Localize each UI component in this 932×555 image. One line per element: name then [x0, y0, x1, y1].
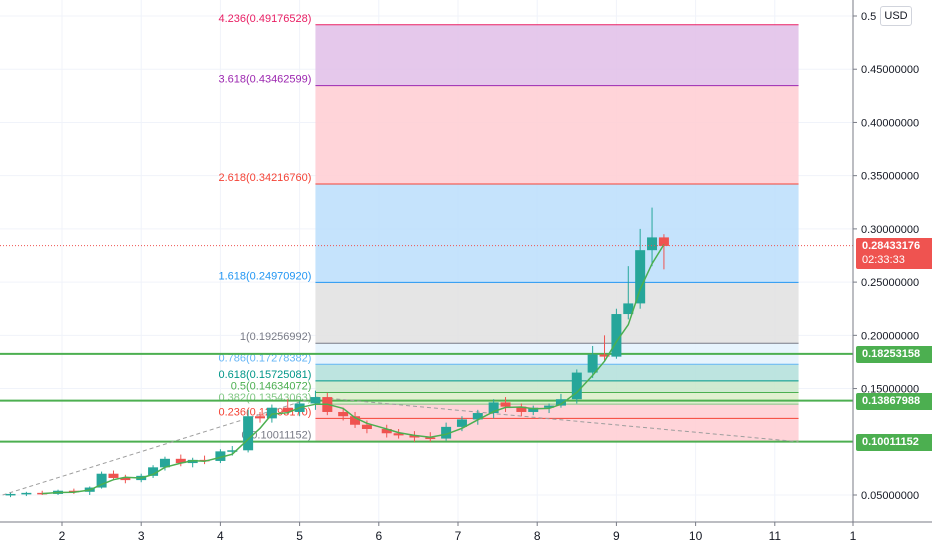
fib-level-label: 1.618(0.24970920) [218, 270, 311, 282]
candle-body [96, 473, 107, 488]
candle-body [516, 406, 527, 412]
fib-level-label: 0.618(0.15725081) [218, 369, 311, 381]
last-price-tag: 0.28433176 02:33:33 [856, 237, 932, 269]
candle-body [571, 372, 582, 400]
candle-body [227, 450, 238, 452]
fibonacci-retracement[interactable]: 4.236(0.49176528) 3.618(0.43462599) 2.618(… [218, 13, 799, 443]
fib-level-label: 0.786(0.17278382) [218, 352, 311, 364]
candle-body [361, 424, 372, 430]
candle-body [409, 435, 420, 438]
y-tick-label: 0.30000000 [861, 224, 919, 236]
fib-zone [315, 282, 799, 344]
fib-zone [315, 85, 799, 185]
candle-body [500, 402, 511, 407]
y-tick-label: 0.5 [861, 11, 876, 23]
candle-body [544, 405, 555, 408]
support-lines[interactable] [0, 352, 853, 443]
candle-body [5, 493, 16, 496]
fib-zone [315, 364, 799, 381]
x-tick-label: 5 [296, 529, 303, 543]
candle-body [528, 407, 539, 412]
candle-body [647, 237, 658, 251]
candle-body [148, 467, 159, 476]
candle-body [108, 473, 119, 478]
candle-body [623, 303, 634, 315]
trend-line-rise[interactable] [2, 396, 316, 496]
fib-level-label: 3.618(0.43462599) [218, 74, 311, 86]
candle-body [425, 437, 436, 440]
candle-body [635, 250, 646, 304]
y-tick-label: 0.45000000 [861, 64, 919, 76]
y-tick-label: 0.15000000 [861, 384, 919, 396]
x-tick-label: 2 [59, 529, 66, 543]
x-tick-label: 10 [689, 529, 703, 543]
candle-body [350, 416, 361, 425]
candle-body [159, 458, 170, 468]
y-tick-label: 0.20000000 [861, 330, 919, 342]
support-price-tag: 0.10011152 [856, 433, 932, 451]
last-price-value: 0.28433176 [862, 239, 921, 252]
candle-body [456, 419, 467, 427]
trend-line-decline[interactable] [315, 396, 799, 443]
x-tick-label: 1 [850, 529, 857, 543]
candle-body [611, 314, 622, 357]
candle-body [587, 354, 598, 373]
x-tick-label: 7 [455, 529, 462, 543]
y-tick-label: 0.40000000 [861, 117, 919, 129]
candle-body [215, 451, 226, 461]
x-tick-label: 11 [769, 529, 782, 543]
fib-zone [315, 380, 799, 393]
candle-body [338, 411, 349, 417]
fib-zone [315, 184, 799, 283]
candle-body [441, 426, 452, 439]
fib-zone [315, 392, 799, 405]
x-tick-label: 3 [138, 529, 145, 543]
candle-body [175, 458, 186, 464]
moving-average [42, 244, 665, 495]
candle-body [599, 354, 610, 357]
fib-level-label: 0.5(0.14634072) [231, 380, 312, 392]
candle-body [658, 237, 669, 246]
candle-body [472, 413, 483, 420]
candle-body [555, 399, 566, 406]
fib-zone [315, 24, 799, 86]
support-price-tag: 0.18253158 [856, 345, 932, 363]
x-tick-label: 8 [534, 529, 541, 543]
currency-badge[interactable]: USD [880, 6, 912, 26]
candle-body [120, 477, 131, 481]
candle-body [310, 397, 321, 404]
y-tick-label: 0.35000000 [861, 171, 919, 183]
x-tick-label: 9 [613, 529, 620, 543]
candle-body [282, 407, 293, 412]
fib-level-label: 1(0.19256992) [240, 331, 312, 343]
support-price-tag: 0.13867988 [856, 392, 932, 410]
y-tick-label: 0.25000000 [861, 277, 919, 289]
x-tick-label: 6 [375, 529, 382, 543]
candle-body [187, 459, 198, 464]
candle-body [393, 433, 404, 436]
candle-body [488, 402, 499, 414]
y-tick-label: 0.05000000 [861, 490, 919, 502]
countdown-timer: 02:33:33 [862, 253, 905, 266]
x-tick-label: 4 [217, 529, 224, 543]
trend-line[interactable] [2, 396, 799, 496]
fib-level-label: 0(0.10011152) [242, 430, 312, 442]
candle-body [381, 429, 392, 434]
fib-level-label: 4.236(0.49176528) [218, 13, 311, 25]
candle-body [37, 492, 48, 495]
candle-body [255, 416, 265, 419]
axes: 0.5 0.45000000 0.40000000 0.35000000 0.30000… [0, 0, 932, 543]
fib-level-label: 2.618(0.34216760) [218, 172, 311, 184]
ma-line [42, 244, 665, 495]
fib-zone [315, 404, 799, 419]
candle-body [243, 416, 254, 451]
candle-body [266, 407, 277, 419]
candle-body [21, 492, 32, 495]
